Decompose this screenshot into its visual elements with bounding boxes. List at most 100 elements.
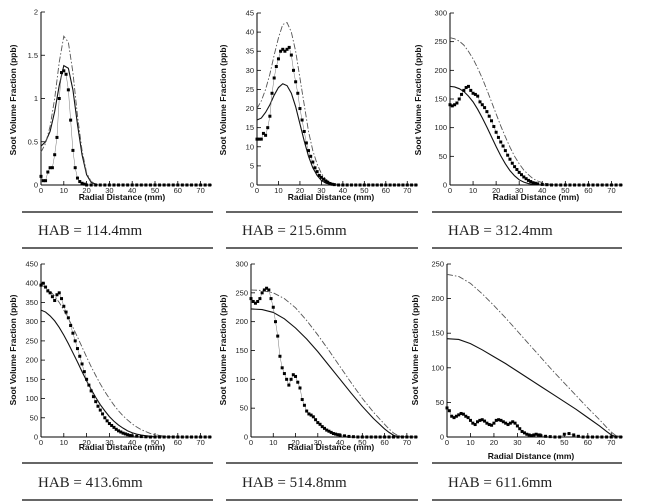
y-tick-label: 450 — [25, 260, 38, 269]
data-point-marker — [121, 431, 125, 435]
data-point-marker — [176, 435, 180, 439]
x-tick-label: 0 — [445, 438, 449, 447]
data-point-marker — [455, 101, 459, 105]
data-point-marker — [483, 106, 487, 110]
caption-hab-215-6: HAB = 215.6mm — [242, 223, 347, 239]
data-point-marker — [107, 422, 111, 426]
y-tick-label: 0 — [244, 433, 248, 442]
data-point-marker — [539, 434, 543, 438]
data-point-marker — [522, 431, 526, 435]
data-point-marker — [203, 435, 207, 439]
data-point-marker — [499, 418, 503, 422]
x-tick-label: 30 — [105, 186, 113, 195]
data-point-marker — [358, 183, 362, 187]
x-tick-label: 50 — [360, 186, 368, 195]
data-point-marker — [473, 423, 477, 427]
data-point-marker — [520, 173, 524, 177]
data-point-marker — [62, 69, 66, 73]
data-point-marker — [313, 166, 317, 170]
y-tick-label: 5 — [250, 161, 254, 170]
data-point-marker — [96, 404, 100, 408]
data-point-marker — [392, 183, 396, 187]
data-point-marker — [251, 299, 255, 303]
y-tick-label: 1 — [34, 94, 38, 103]
y-tick-label: 100 — [431, 363, 444, 372]
data-point-marker — [380, 183, 384, 187]
x-tick-label: 70 — [403, 186, 411, 195]
y-tick-label: 250 — [431, 260, 444, 269]
y-tick-label: 250 — [25, 336, 38, 345]
data-point-marker — [60, 297, 64, 301]
data-point-marker — [110, 423, 114, 427]
y-tick-label: 1.5 — [28, 51, 38, 60]
data-point-marker — [447, 409, 451, 413]
series-dashdot-line — [446, 273, 624, 438]
data-point-marker — [460, 92, 464, 96]
x-tick-label: 0 — [448, 186, 452, 195]
data-point-marker — [468, 418, 472, 422]
data-point-marker — [278, 354, 282, 358]
data-point-marker — [276, 57, 280, 61]
data-point-marker — [85, 183, 89, 187]
data-point-marker — [268, 114, 272, 118]
y-tick-label: 400 — [25, 279, 38, 288]
data-point-marker — [267, 288, 271, 292]
x-tick-label: 50 — [358, 438, 366, 447]
y-tick-label: 0 — [250, 181, 254, 190]
data-point-marker — [117, 183, 121, 187]
data-point-marker — [69, 324, 73, 328]
data-point-marker — [271, 305, 275, 309]
data-point-marker — [369, 435, 373, 439]
data-point-marker — [89, 183, 93, 187]
data-point-marker — [577, 183, 581, 187]
data-point-marker — [614, 183, 618, 187]
data-point-marker — [537, 433, 541, 437]
data-point-marker — [189, 435, 193, 439]
data-point-marker — [162, 435, 166, 439]
data-point-marker — [107, 183, 111, 187]
data-point-marker — [553, 435, 557, 439]
data-point-marker — [619, 183, 623, 187]
data-point-marker — [503, 149, 507, 153]
x-tick-label: 50 — [151, 438, 159, 447]
y-tick-label: 100 — [434, 123, 447, 132]
x-tick-label: 70 — [196, 186, 204, 195]
y-tick-label: 50 — [439, 152, 447, 161]
data-point-marker — [50, 166, 54, 170]
x-tick-label: 30 — [513, 438, 521, 447]
data-point-marker — [279, 49, 283, 53]
data-point-marker — [41, 281, 45, 285]
data-point-marker — [609, 435, 613, 439]
data-point-marker — [600, 183, 604, 187]
data-point-marker — [185, 183, 189, 187]
data-point-marker — [114, 427, 118, 431]
data-point-marker — [562, 432, 566, 436]
data-point-marker — [499, 140, 503, 144]
data-point-marker — [262, 288, 266, 292]
caption-hab-114-4: HAB = 114.4mm — [38, 223, 142, 239]
data-point-marker — [387, 435, 391, 439]
data-point-marker — [64, 72, 68, 76]
data-point-marker — [480, 418, 484, 422]
data-point-marker — [526, 178, 530, 182]
y-tick-label: 50 — [240, 404, 248, 413]
data-point-marker — [316, 421, 320, 425]
data-point-marker — [563, 183, 567, 187]
series-solid-line — [250, 308, 419, 438]
data-point-marker — [501, 420, 505, 424]
data-point-marker — [261, 131, 265, 135]
data-point-marker — [506, 423, 510, 427]
data-point-marker — [291, 68, 295, 72]
data-point-marker — [469, 88, 473, 92]
plot-area-hab-413-6: 0 10 20 30 40 50 60 70 0 50 100 150 200 250 300 350 400 4… — [25, 260, 213, 447]
data-point-marker — [180, 183, 184, 187]
data-point-marker — [490, 119, 494, 123]
data-point-marker — [374, 435, 378, 439]
data-point-marker — [311, 415, 315, 419]
data-point-marker — [508, 421, 512, 425]
data-point-marker — [128, 433, 132, 437]
y-tick-label: 0 — [34, 433, 38, 442]
x-tick-label: 30 — [317, 186, 325, 195]
data-point-marker — [341, 183, 345, 187]
